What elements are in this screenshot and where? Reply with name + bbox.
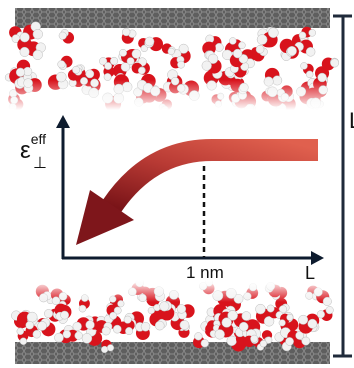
hydrogen — [59, 32, 67, 40]
hydrogen — [27, 312, 37, 322]
hydrogen — [101, 346, 108, 353]
hydrogen — [110, 312, 117, 319]
hydrogen — [73, 322, 82, 331]
hydrogen — [317, 311, 325, 319]
hydrogen — [33, 29, 43, 39]
hydrogen — [60, 311, 68, 319]
hydrogen — [242, 312, 251, 321]
hydrogen — [86, 321, 95, 330]
subscript: ⊥ — [33, 155, 47, 172]
hydrogen — [306, 71, 313, 78]
hydrogen — [124, 316, 131, 323]
hydrogen — [119, 49, 126, 56]
hydrogen — [145, 37, 154, 46]
hydrogen — [155, 321, 164, 330]
hydrogen — [72, 66, 79, 73]
hydrogen — [286, 337, 294, 345]
hydrogen — [256, 45, 264, 53]
hydrogen — [160, 302, 170, 312]
hydrogen — [308, 319, 317, 328]
hydrogen — [75, 332, 83, 340]
hydrogen — [177, 305, 186, 314]
hydrogen — [229, 37, 236, 44]
hydrogen — [268, 28, 278, 38]
hydrogen — [215, 329, 225, 339]
hydrogen — [102, 327, 110, 335]
superscript: eff — [31, 131, 46, 147]
hydrogen — [287, 314, 294, 321]
hydrogen — [138, 67, 145, 74]
hydrogen — [309, 29, 316, 36]
hydrogen — [330, 59, 338, 67]
hydrogen — [33, 330, 41, 338]
hydrogen — [122, 28, 130, 36]
fade — [0, 280, 340, 302]
hydrogen — [201, 339, 209, 347]
hydrogen — [82, 333, 92, 343]
hydrogen — [104, 62, 111, 69]
hydrogen — [63, 330, 71, 338]
hydrogen — [79, 305, 86, 312]
hydrogen — [250, 335, 257, 342]
hydrogen — [238, 42, 245, 49]
hydrogen — [110, 57, 118, 65]
hydrogen — [256, 304, 266, 314]
center-region — [0, 110, 340, 280]
hydrogen — [239, 322, 248, 331]
hydrogen — [54, 333, 63, 342]
hydrogen — [44, 309, 52, 317]
symbol: ε — [20, 137, 31, 164]
hydrogen — [58, 61, 66, 69]
hydrogen — [33, 50, 43, 60]
hydrogen — [195, 332, 203, 340]
hydrogen — [299, 315, 308, 324]
hydrogen — [279, 320, 286, 327]
x-axis-label: L — [305, 263, 315, 283]
hydrogen — [26, 321, 34, 329]
hydrogen — [17, 328, 24, 335]
hydrogen — [267, 305, 274, 312]
hydrogen — [215, 43, 223, 51]
hydrogen — [20, 47, 29, 56]
hydrogen — [180, 320, 189, 329]
hydrogen — [16, 68, 25, 77]
hydrogen — [127, 57, 134, 64]
hydrogen — [287, 46, 296, 55]
hydrogen — [113, 325, 121, 333]
hydrogen — [20, 338, 27, 345]
hydrogen — [168, 48, 175, 55]
hydrogen — [260, 340, 267, 347]
tick-label: 1 nm — [186, 263, 224, 282]
hydrogen — [222, 318, 232, 328]
hydrogen — [227, 336, 237, 346]
hydrogen — [154, 304, 161, 311]
hydrogen — [125, 327, 132, 334]
hydrogen — [107, 344, 114, 351]
hydrogen — [20, 33, 29, 42]
hydrogen — [301, 62, 308, 69]
hydrogen — [306, 47, 315, 56]
graphene-top — [15, 8, 330, 28]
hydrogen — [86, 70, 94, 78]
hydrogen — [104, 73, 111, 80]
hydrogen — [141, 322, 150, 331]
hydrogen — [257, 35, 267, 45]
hydrogen — [326, 306, 334, 314]
hydrogen — [299, 32, 306, 39]
hydrogen — [233, 49, 242, 58]
figure: L εeff ⊥ 1 nm L — [0, 0, 354, 368]
hydrogen — [38, 321, 47, 330]
hydrogen — [177, 61, 184, 68]
hydrogen — [202, 61, 212, 71]
side-label: L — [349, 108, 354, 133]
hydrogen — [132, 49, 141, 58]
fade — [0, 80, 340, 110]
